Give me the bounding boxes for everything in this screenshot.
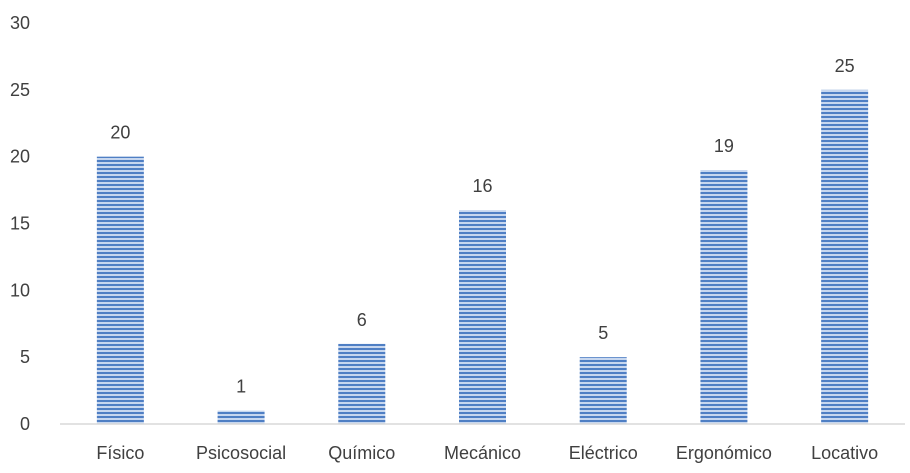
x-tick-label: Locativo xyxy=(811,443,878,463)
x-tick-label: Psicosocial xyxy=(196,443,286,463)
data-label: 25 xyxy=(835,56,855,76)
x-tick-label: Químico xyxy=(328,443,395,463)
data-label: 16 xyxy=(472,176,492,196)
bars-group xyxy=(96,89,869,424)
bar-psicosocial xyxy=(217,410,265,424)
bar-físico xyxy=(96,156,144,424)
bar-químico xyxy=(338,343,386,424)
x-axis: Físico Psicosocial Químico Mecánico Eléctric… xyxy=(96,443,878,463)
x-tick-label: Físico xyxy=(96,443,144,463)
y-tick-label: 15 xyxy=(10,214,30,234)
bar-eléctrico xyxy=(579,357,627,424)
y-tick-label: 0 xyxy=(20,414,30,434)
data-label: 20 xyxy=(110,123,130,143)
y-tick-label: 10 xyxy=(10,280,30,300)
bar-mecánico xyxy=(459,210,506,424)
y-tick-label: 30 xyxy=(10,13,30,33)
data-label: 19 xyxy=(714,136,734,156)
data-label: 6 xyxy=(357,310,367,330)
bar-locativo xyxy=(821,89,869,424)
y-tick-label: 25 xyxy=(10,80,30,100)
x-tick-label: Mecánico xyxy=(444,443,521,463)
bar-ergonómico xyxy=(700,170,748,424)
data-label: 1 xyxy=(236,377,246,397)
data-label: 5 xyxy=(598,323,608,343)
y-tick-label: 5 xyxy=(20,347,30,367)
y-tick-label: 20 xyxy=(10,147,30,167)
x-tick-label: Eléctrico xyxy=(569,443,638,463)
x-tick-label: Ergonómico xyxy=(676,443,772,463)
y-axis: 0 5 10 15 20 25 30 xyxy=(10,13,30,434)
